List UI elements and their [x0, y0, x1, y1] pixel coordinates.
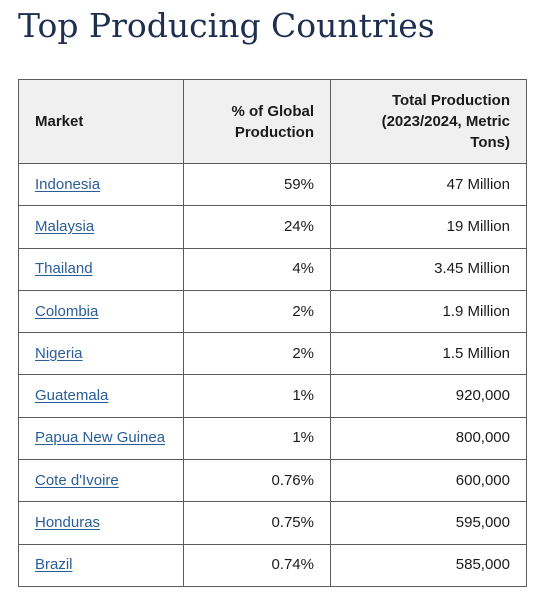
- share-cell: 0.74%: [183, 543, 331, 587]
- table-body: Indonesia 59% 47 Million Malaysia 24% 19…: [18, 162, 527, 587]
- market-cell: Thailand: [18, 247, 184, 291]
- market-cell: Indonesia: [18, 162, 184, 207]
- share-cell: 24%: [183, 205, 331, 249]
- market-link-thailand[interactable]: Thailand: [35, 260, 93, 278]
- share-cell: 0.75%: [183, 501, 331, 545]
- production-table: Market % of Global Production Total Prod…: [18, 79, 527, 587]
- market-cell: Nigeria: [18, 332, 184, 376]
- table-row: Colombia 2% 1.9 Million: [18, 289, 527, 334]
- market-cell: Honduras: [18, 501, 184, 545]
- market-link-indonesia[interactable]: Indonesia: [35, 175, 101, 193]
- market-cell: Colombia: [18, 289, 184, 334]
- market-cell: Papua New Guinea: [18, 416, 184, 461]
- share-cell: 2%: [183, 332, 331, 376]
- table-row: Guatemala 1% 920,000: [18, 374, 527, 418]
- total-cell: 800,000: [330, 416, 527, 461]
- total-cell: 595,000: [330, 501, 527, 545]
- table-header: Market % of Global Production Total Prod…: [18, 79, 527, 164]
- total-cell: 3.45 Million: [330, 247, 527, 291]
- total-cell: 19 Million: [330, 205, 527, 249]
- table-row: Indonesia 59% 47 Million: [18, 162, 527, 207]
- total-cell: 600,000: [330, 459, 527, 503]
- share-cell: 2%: [183, 289, 331, 334]
- market-cell: Brazil: [18, 543, 184, 587]
- total-cell: 1.5 Million: [330, 332, 527, 376]
- market-link-nigeria[interactable]: Nigeria: [35, 344, 83, 362]
- share-cell: 0.76%: [183, 459, 331, 503]
- market-link-honduras[interactable]: Honduras: [35, 514, 101, 532]
- total-cell: 920,000: [330, 374, 527, 418]
- share-cell: 1%: [183, 416, 331, 461]
- table-row: Thailand 4% 3.45 Million: [18, 247, 527, 291]
- total-cell: 47 Million: [330, 162, 527, 207]
- market-link-malaysia[interactable]: Malaysia: [35, 217, 95, 235]
- market-link-colombia[interactable]: Colombia: [35, 302, 99, 320]
- market-link-brazil[interactable]: Brazil: [35, 556, 73, 574]
- table-row: Papua New Guinea 1% 800,000: [18, 416, 527, 461]
- table-row: Cote d'Ivoire 0.76% 600,000: [18, 459, 527, 503]
- share-cell: 4%: [183, 247, 331, 291]
- market-link-guatemala[interactable]: Guatemala: [35, 387, 109, 405]
- share-cell: 59%: [183, 162, 331, 207]
- table-row: Honduras 0.75% 595,000: [18, 501, 527, 545]
- market-link-cote-divoire[interactable]: Cote d'Ivoire: [35, 471, 119, 489]
- share-cell: 1%: [183, 374, 331, 418]
- market-cell: Cote d'Ivoire: [18, 459, 184, 503]
- market-cell: Malaysia: [18, 205, 184, 249]
- table-row: Nigeria 2% 1.5 Million: [18, 332, 527, 376]
- market-link-papua-new-guinea[interactable]: Papua New Guinea: [35, 429, 166, 447]
- total-cell: 1.9 Million: [330, 289, 527, 334]
- column-header-market: Market: [18, 79, 184, 164]
- header-row: Market % of Global Production Total Prod…: [18, 79, 527, 164]
- total-cell: 585,000: [330, 543, 527, 587]
- table-row: Brazil 0.74% 585,000: [18, 543, 527, 587]
- market-cell: Guatemala: [18, 374, 184, 418]
- table-row: Malaysia 24% 19 Million: [18, 205, 527, 249]
- column-header-total: Total Production (2023/2024, Metric Tons…: [330, 79, 527, 164]
- column-header-share: % of Global Production: [183, 79, 331, 164]
- page-title: Top Producing Countries: [18, 6, 435, 45]
